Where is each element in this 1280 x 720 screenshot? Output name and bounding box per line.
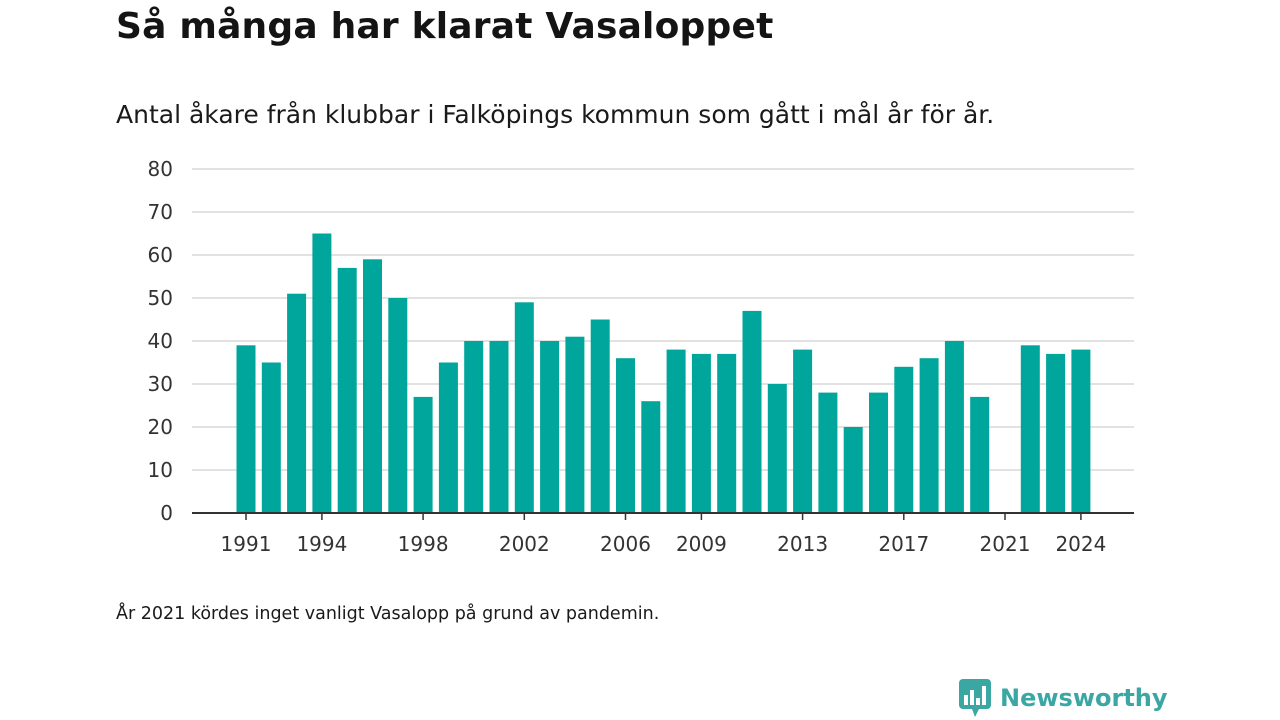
bar-1994 [312, 233, 332, 513]
x-tick-label: 2006 [600, 532, 651, 556]
chart-subtitle: Antal åkare från klubbar i Falköpings ko… [116, 100, 995, 129]
y-tick-label: 40 [148, 329, 173, 353]
bar-2013 [793, 349, 813, 513]
bar-2008 [666, 349, 686, 513]
y-tick-label: 10 [148, 458, 173, 482]
bar-2006 [616, 358, 635, 513]
gridlines [192, 168, 1134, 471]
brand-name: Newsworthy [1000, 684, 1168, 712]
x-tick-label: 2002 [499, 532, 550, 556]
bar-2011 [742, 310, 762, 513]
bar-2009 [691, 353, 711, 513]
y-tick-label: 80 [148, 157, 173, 181]
bar-2022 [1020, 345, 1040, 513]
x-tick-label: 2021 [980, 532, 1031, 556]
chart-title: Så många har klarat Vasaloppet [116, 6, 774, 47]
y-axis: 0 10 20 30 40 50 60 70 80 [148, 157, 173, 525]
bar-2014 [818, 392, 838, 513]
bar-1999 [438, 362, 458, 513]
bar-2023 [1046, 353, 1066, 513]
bar-2005 [590, 319, 610, 513]
x-tick-label: 1994 [296, 532, 347, 556]
x-axis: 1991 1994 1998 2002 2006 2009 2013 2017 2021 2024 [192, 512, 1134, 556]
y-tick-label: 0 [160, 501, 173, 525]
x-tick-label: 2024 [1055, 532, 1106, 556]
bar-2019 [944, 341, 964, 513]
footnote: År 2021 kördes inget vanligt Vasalopp på… [116, 604, 660, 624]
x-tick-label: 2009 [676, 532, 727, 556]
x-tick-label: 1991 [221, 532, 272, 556]
bar-1995 [337, 267, 357, 513]
y-tick-label: 30 [148, 372, 173, 396]
y-tick-label: 50 [148, 286, 173, 310]
y-tick-label: 70 [148, 200, 173, 224]
bar-2004 [565, 336, 585, 513]
bar-2018 [919, 358, 939, 513]
bar-2007 [641, 401, 661, 513]
bar-1998 [413, 396, 433, 513]
bar-chart: 0 10 20 30 40 50 60 70 80 1991 1994 1998 2002 2006 20… [148, 157, 1134, 556]
bar-2003 [540, 341, 560, 513]
y-tick-label: 60 [148, 243, 173, 267]
x-tick-label: 2017 [878, 532, 929, 556]
bars [236, 233, 1091, 513]
bar-2002 [514, 302, 534, 513]
newsworthy-logo-icon [959, 679, 991, 717]
bar-2000 [464, 341, 484, 513]
bar-2016 [869, 392, 888, 513]
bar-2017 [894, 366, 914, 513]
y-tick-label: 20 [148, 415, 173, 439]
bar-1992 [261, 362, 281, 513]
bar-1996 [363, 259, 382, 513]
bar-2012 [767, 384, 787, 513]
bar-1991 [236, 345, 256, 513]
bar-1997 [388, 298, 408, 513]
bar-2024 [1071, 349, 1091, 513]
bar-2015 [843, 427, 863, 513]
bar-1993 [287, 293, 307, 513]
bar-2020 [970, 396, 990, 513]
x-tick-label: 2013 [777, 532, 828, 556]
x-tick-label: 1998 [398, 532, 449, 556]
bar-2001 [489, 341, 509, 513]
bar-2010 [717, 353, 737, 513]
brand-logo[interactable]: Newsworthy [958, 678, 1168, 718]
